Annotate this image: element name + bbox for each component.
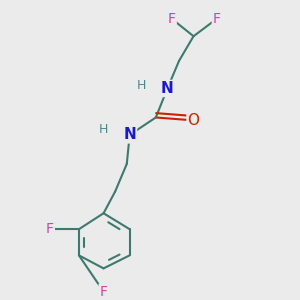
Text: N: N — [123, 128, 136, 142]
Text: F: F — [213, 12, 221, 26]
Text: H: H — [99, 123, 108, 136]
Text: N: N — [161, 81, 174, 96]
Text: F: F — [46, 222, 54, 236]
Text: O: O — [188, 113, 200, 128]
Text: F: F — [100, 285, 108, 298]
Text: F: F — [168, 12, 176, 26]
Text: H: H — [136, 79, 146, 92]
